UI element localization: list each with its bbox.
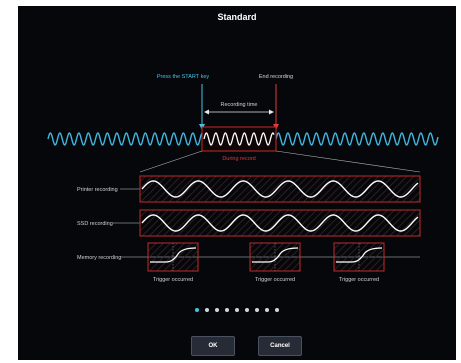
trigger-label-3: Trigger occurred — [339, 277, 379, 283]
start-marker-arrow — [199, 84, 205, 130]
recording-time-label: Recording time — [221, 102, 258, 108]
during-record-label: During record — [222, 156, 255, 162]
page-indicator[interactable] — [18, 308, 456, 312]
record-window — [201, 126, 277, 152]
zoom-line-left — [139, 150, 203, 173]
page-dot[interactable] — [235, 308, 239, 312]
start-label: Press the START key — [157, 74, 210, 80]
cancel-button[interactable]: Cancel — [258, 336, 302, 356]
dialog: Standard Press the START key End recordi… — [18, 6, 456, 360]
dialog-title: Standard — [217, 12, 257, 22]
end-label: End recording — [259, 74, 293, 80]
ok-button[interactable]: OK — [191, 336, 235, 356]
printer-recording-box — [139, 175, 421, 203]
page-dot[interactable] — [225, 308, 229, 312]
memory-segment-2 — [249, 242, 301, 272]
page-dot[interactable] — [275, 308, 279, 312]
trigger-label-2: Trigger occurred — [255, 277, 295, 283]
ssd-recording-box — [139, 209, 421, 237]
page-dot[interactable] — [245, 308, 249, 312]
memory-segment-3 — [333, 242, 385, 272]
page-dot[interactable] — [205, 308, 209, 312]
zoom-line-right — [275, 150, 421, 173]
recording-diagram: Press the START key End recording Record… — [47, 74, 439, 283]
recording-time-arrow — [204, 109, 274, 115]
ssd-recording-wave — [141, 214, 419, 232]
page-dot[interactable] — [255, 308, 259, 312]
page-dot[interactable] — [215, 308, 219, 312]
end-marker-arrow — [273, 84, 279, 130]
record-window-wave — [203, 132, 275, 146]
printer-recording-wave — [141, 180, 419, 198]
page-dot[interactable] — [195, 308, 199, 312]
page-dot[interactable] — [265, 308, 269, 312]
row-label-memory: Memory recording — [77, 255, 121, 261]
row-label-ssd: SSD recording — [77, 221, 113, 227]
row-label-printer: Printer recording — [77, 187, 118, 193]
trigger-label-1: Trigger occurred — [153, 277, 193, 283]
memory-segment-1 — [147, 242, 199, 272]
